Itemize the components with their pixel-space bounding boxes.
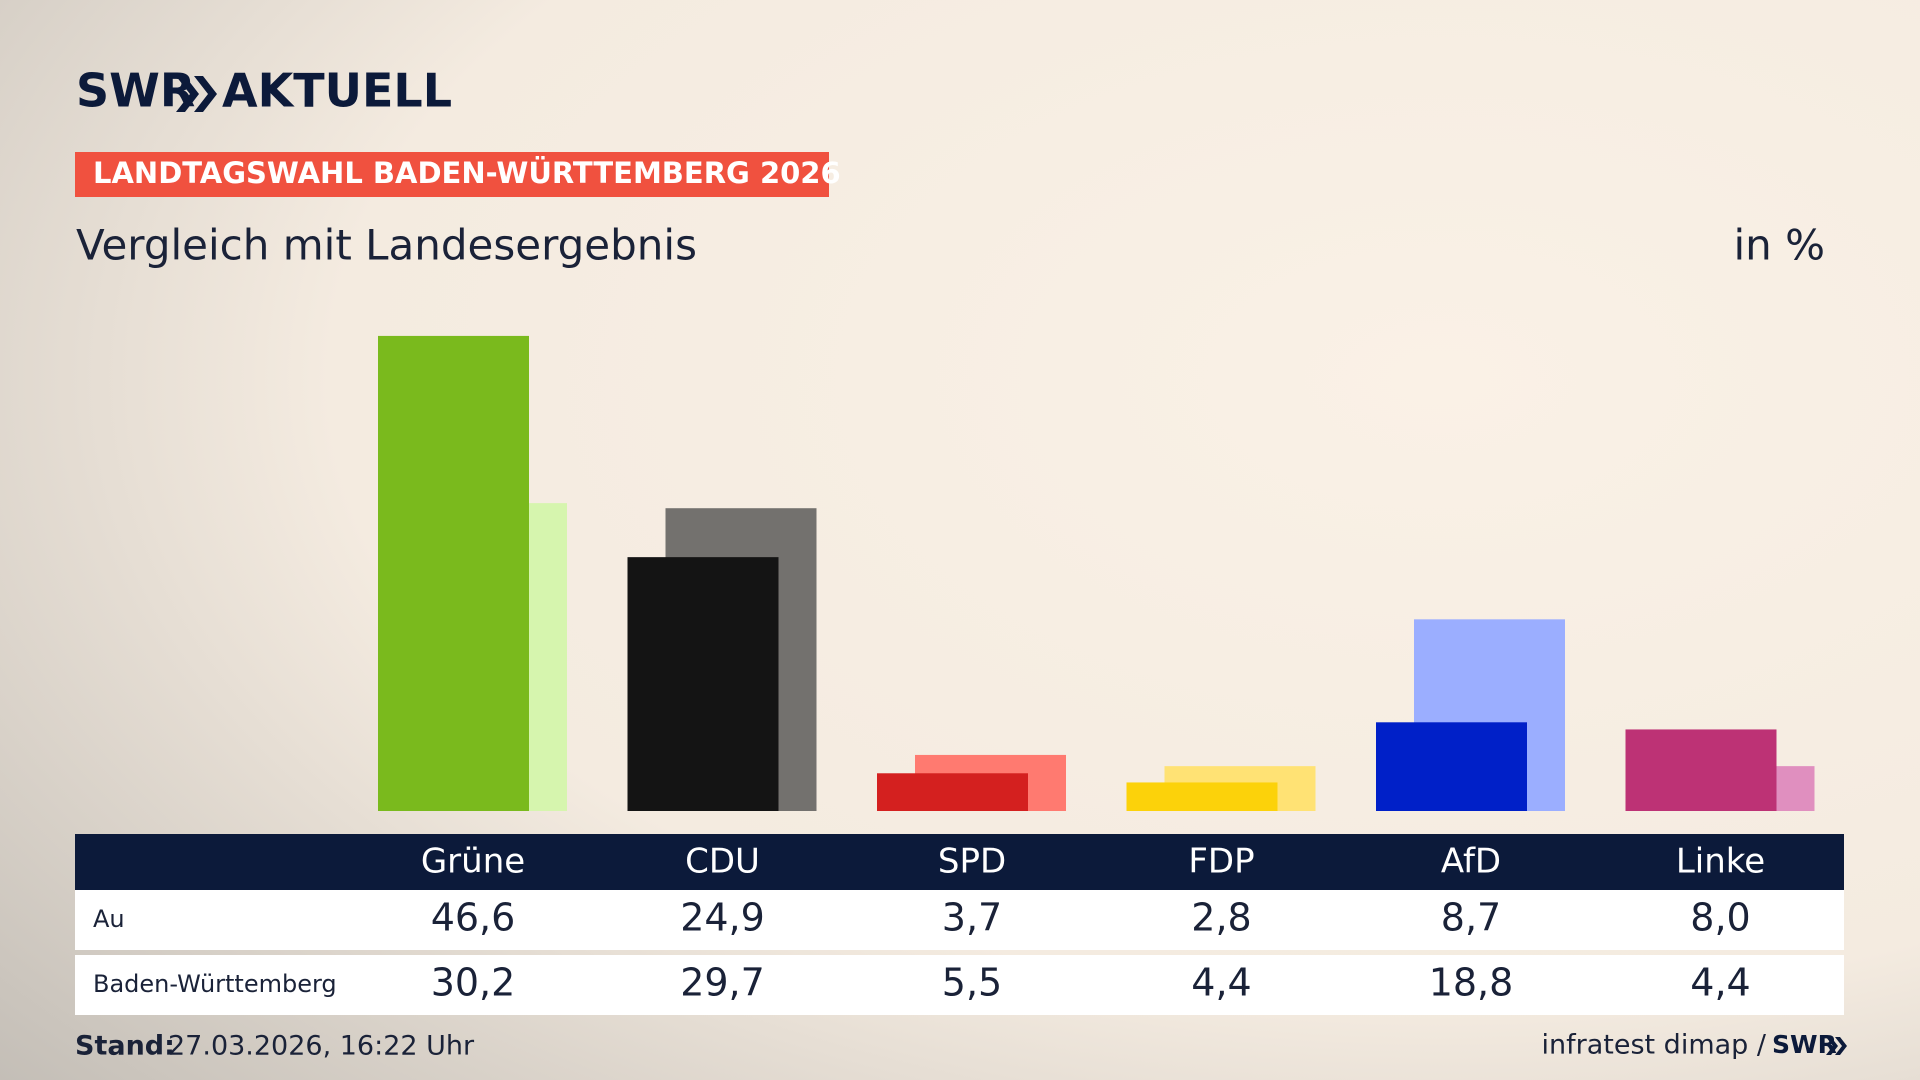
logo-chevrons [176, 76, 217, 112]
stand: 27.03.2026, 16:22 Uhr [168, 1031, 475, 1062]
bar [877, 773, 1028, 811]
value-label: 29,7 [680, 961, 765, 1005]
chart-title: Vergleich mit Landesergebnis [76, 221, 697, 270]
bar [627, 557, 779, 811]
source-chevrons [1826, 1037, 1847, 1055]
source: infratest dimap / [1541, 1030, 1766, 1061]
table-row [75, 890, 1844, 950]
banner: LANDTAGSWAHL BADEN-WÜRTTEMBERG 2026 [93, 156, 841, 190]
category-label: FDP [1188, 842, 1254, 882]
row-label: Baden-Württemberg [93, 970, 337, 998]
category-label: CDU [685, 842, 760, 882]
row-label: Au [93, 905, 125, 933]
logo-suffix: AKTUELL [222, 64, 452, 118]
unit: in % [1733, 221, 1825, 270]
value-label: 5,5 [942, 961, 1002, 1005]
value-label: 4,4 [1690, 961, 1750, 1005]
source-logo: SWR [1772, 1030, 1837, 1059]
table-header [75, 834, 1844, 890]
value-label: 8,0 [1690, 896, 1750, 940]
value-label: 18,8 [1429, 961, 1514, 1005]
banner-bg [75, 152, 829, 197]
value-label: 46,6 [431, 896, 516, 940]
category-label: Linke [1676, 842, 1765, 882]
category-label: Grüne [421, 842, 525, 882]
value-label: 30,2 [431, 961, 516, 1005]
category-label: AfD [1441, 842, 1501, 882]
value-label: 24,9 [680, 896, 765, 940]
bar [1625, 729, 1777, 811]
bar [1376, 722, 1527, 811]
value-label: 4,4 [1191, 961, 1251, 1005]
stand-label: Stand: [75, 1031, 175, 1062]
bar [1126, 782, 1278, 811]
value-label: 3,7 [942, 896, 1002, 940]
table-row [75, 955, 1844, 1015]
category-label: SPD [938, 842, 1006, 882]
logo: SWR [76, 64, 195, 118]
value-label: 8,7 [1441, 896, 1501, 940]
value-label: 2,8 [1191, 896, 1251, 940]
bar [378, 335, 529, 811]
